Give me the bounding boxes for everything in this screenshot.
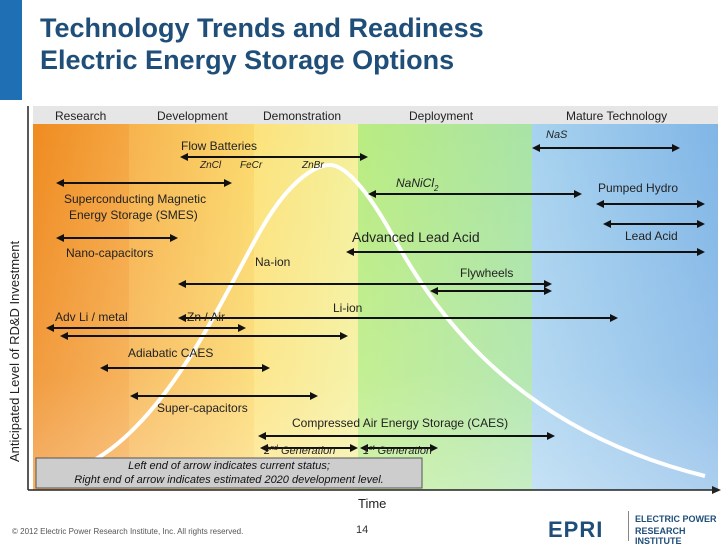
x-axis-label: Time (358, 496, 386, 511)
tech-label-li-ion: Li-ion (333, 301, 362, 315)
tech-label-lead-acid: Lead Acid (625, 229, 678, 243)
arrow-super-capacitors (130, 392, 318, 400)
arrow-advanced-lead-acid (346, 248, 705, 256)
tech-label-super-capacitors: Super-capacitors (157, 401, 248, 415)
y-axis-label: Anticipated Level of RD&D Investment (7, 241, 22, 462)
tech-label-smes-1: Superconducting Magnetic (64, 192, 206, 206)
arrow-li-ion (178, 314, 618, 322)
arrow-flywheels (430, 287, 552, 295)
arrow-nas (532, 144, 680, 152)
title-line-2: Electric Energy Storage Options (40, 45, 455, 75)
phase-header (33, 106, 718, 124)
arrow-adv-li-metal (46, 324, 246, 332)
page-number: 14 (356, 524, 369, 536)
tech-label-znbr: ZnBr (301, 160, 324, 171)
tech-label-flow-batteries: Flow Batteries (181, 139, 257, 153)
phase-deployment-label: Deployment (409, 109, 474, 123)
tech-label-adv-li-metal: Adv Li / metal (55, 310, 128, 324)
epri-logo: EPRI ELECTRIC POWER RESEARCH INSTITUTE (548, 511, 723, 546)
band-fade (33, 106, 718, 490)
arrow-flow-batteries (180, 153, 368, 161)
arrow-nanicl2 (368, 190, 582, 198)
technology-arrows (46, 144, 705, 452)
tech-label-fecr: FeCr (240, 160, 263, 171)
phase-mature-label: Mature Technology (566, 109, 667, 123)
arrow-zn-air (60, 332, 348, 340)
arrow-second-generation (260, 444, 358, 452)
arrow-adiabatic-caes (100, 364, 270, 372)
tech-label-nano-capacitors: Nano-capacitors (66, 246, 153, 260)
first-generation-label: 1st Generation (363, 445, 432, 457)
tech-label-nanicl2: NaNiCl2 (396, 176, 439, 193)
logo-mark: EPRI (548, 517, 604, 542)
x-axis-arrow (712, 486, 721, 494)
tech-label-nas: NaS (546, 129, 568, 141)
legend-box (35, 457, 423, 489)
arrow-caes (258, 432, 555, 440)
logo-line-2: RESEARCH INSTITUTE (635, 526, 686, 546)
tech-label-flywheels: Flywheels (460, 266, 513, 280)
title-line-1: Technology Trends and Readiness (40, 13, 484, 43)
tech-label-advanced-lead-acid: Advanced Lead Acid (352, 229, 480, 245)
tech-label-zncl: ZnCl (199, 160, 222, 171)
phase-demonstration-label: Demonstration (263, 109, 341, 123)
arrow-lead-acid (603, 220, 705, 228)
tech-label-adiabatic-caes: Adiabatic CAES (128, 346, 213, 360)
copyright-notice: © 2012 Electric Power Research Institute… (12, 527, 244, 536)
investment-curve (39, 162, 706, 480)
tech-label-pumped-hydro: Pumped Hydro (598, 181, 678, 195)
arrow-pumped-hydro (596, 200, 705, 208)
legend-line-1: Left end of arrow indicates current stat… (128, 460, 330, 472)
second-generation-label: 2nd Generation (263, 445, 335, 457)
tech-label-smes-2: Energy Storage (SMES) (69, 208, 198, 222)
logo-line-1: ELECTRIC POWER (635, 514, 717, 524)
page-title: Technology Trends and Readiness Electric… (40, 12, 484, 76)
accent-bar (0, 0, 22, 100)
arrow-na-ion (178, 280, 552, 288)
legend-line-2: Right end of arrow indicates estimated 2… (74, 474, 383, 486)
logo-divider (628, 511, 629, 541)
phase-research-label: Research (55, 109, 106, 123)
tech-label-na-ion: Na-ion (255, 255, 290, 269)
arrow-first-generation (360, 444, 438, 452)
phase-development-label: Development (157, 109, 228, 123)
tech-label-zn-air: Zn / Air (187, 310, 225, 324)
tech-label-caes: Compressed Air Energy Storage (CAES) (292, 416, 508, 430)
arrow-smes (56, 179, 232, 187)
arrow-nano-capacitors (56, 234, 178, 242)
